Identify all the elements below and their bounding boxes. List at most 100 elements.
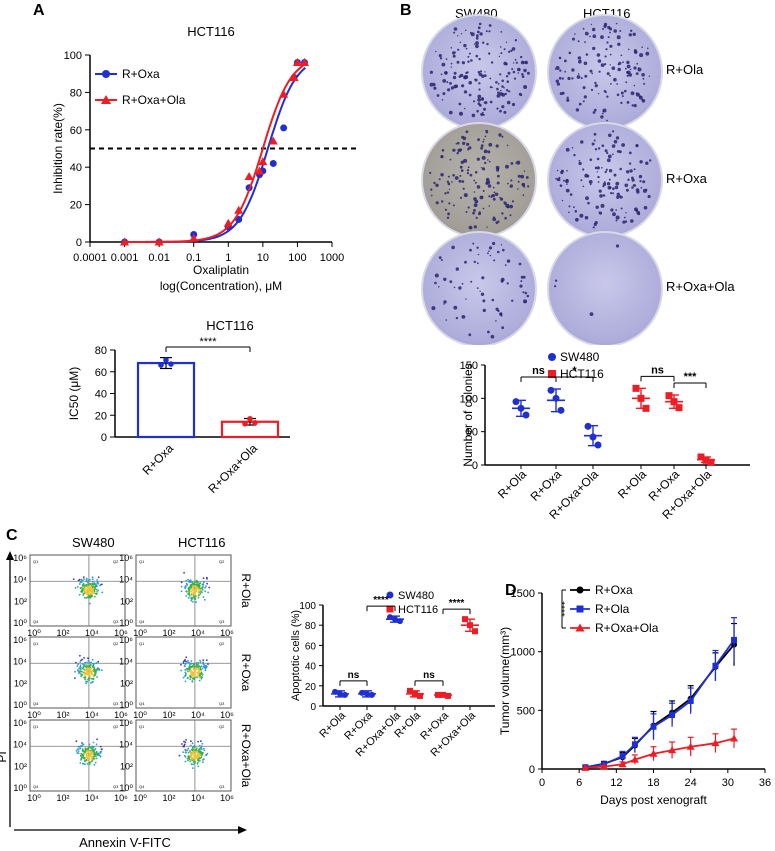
event-dot — [198, 671, 201, 673]
colony-dot — [511, 68, 514, 70]
event-dot — [193, 678, 196, 681]
flow-y-tick-label: 10⁰ — [13, 618, 27, 628]
colony-dot — [607, 185, 612, 190]
event-dot — [202, 759, 204, 761]
colony-dot — [574, 210, 578, 213]
event-dot — [100, 750, 103, 753]
colony-dot — [642, 77, 645, 80]
colony-dot — [576, 75, 581, 79]
event-dot — [197, 765, 200, 768]
colony-dot — [579, 213, 584, 218]
colony-dot — [470, 32, 475, 37]
colony-dot — [492, 216, 495, 219]
event-dot — [96, 579, 99, 581]
event-dot — [80, 581, 83, 583]
event-dot — [86, 750, 89, 753]
colony-dot — [488, 24, 492, 27]
dose-response-chart: HCT116 0 20 40 60 80 100 0.0001 0.001 0.01 0.1 1 10 1… — [51, 24, 358, 293]
data-point — [630, 755, 639, 763]
event-dot — [190, 590, 193, 593]
colony-dot — [501, 212, 504, 215]
event-dot — [204, 586, 207, 589]
event-dot — [86, 584, 88, 586]
colony-dot — [641, 46, 643, 48]
colony-dot — [435, 183, 439, 187]
colony-dot — [584, 41, 586, 43]
colony-dot — [453, 84, 457, 89]
colony-dot — [449, 158, 452, 161]
event-dot — [187, 660, 190, 662]
replicate-point — [702, 456, 710, 464]
event-dot — [185, 579, 187, 582]
colony-dot — [446, 180, 450, 183]
event-dot — [91, 681, 93, 684]
event-dot — [188, 594, 191, 597]
colony-dot — [575, 217, 579, 222]
colony-dot — [592, 46, 596, 51]
flow-y-tick-label: 10⁶ — [119, 718, 133, 728]
colony-dot — [479, 70, 483, 73]
colony-dot — [488, 52, 491, 55]
colony-dot — [574, 33, 576, 35]
event-dot — [194, 751, 197, 754]
replicate-point — [547, 386, 555, 394]
colony-dot — [438, 286, 440, 288]
event-dot — [92, 750, 95, 752]
colony-dot — [605, 48, 608, 51]
colony-dot — [486, 226, 488, 228]
event-dot — [182, 676, 185, 679]
colony-dot — [612, 153, 614, 156]
event-dot — [87, 579, 89, 582]
colony-dot — [648, 75, 650, 77]
colony-dot — [597, 93, 600, 95]
colony-dot — [463, 107, 466, 110]
event-dot — [84, 678, 86, 681]
colony-dot — [590, 88, 594, 91]
colony-dot — [456, 141, 460, 145]
colony-dot — [615, 22, 618, 25]
colony-dot — [582, 27, 585, 30]
colony-dot — [443, 300, 447, 304]
bar-R+Oxa — [136, 361, 196, 439]
flow-plot-frame — [135, 636, 232, 709]
event-dot — [195, 579, 198, 582]
flow-y-tick-label: 10⁰ — [119, 783, 133, 793]
colony-plate-images — [421, 14, 663, 345]
event-dot — [200, 748, 203, 751]
event-dot — [91, 745, 94, 748]
colony-dot — [485, 177, 490, 182]
colony-dot — [622, 220, 626, 224]
flow-plot-frame — [29, 719, 126, 792]
event-dot — [72, 578, 75, 580]
event-dot — [187, 751, 190, 754]
colony-dot — [466, 142, 470, 146]
event-dot — [92, 756, 95, 758]
event-dot — [194, 591, 197, 593]
event-dot — [192, 763, 194, 766]
colony-dot — [489, 77, 492, 80]
colony-dot — [453, 305, 458, 310]
flow-y-tick-label: 10⁴ — [119, 740, 133, 750]
event-dot — [198, 679, 201, 682]
x-tick-label: 100 — [288, 252, 306, 264]
event-dot — [201, 589, 204, 591]
colony-dot — [511, 102, 516, 107]
event-dot — [96, 591, 98, 593]
colony-dot — [566, 183, 568, 185]
x-tick-label: 1000 — [320, 252, 344, 264]
data-point — [258, 157, 268, 166]
event-dot — [88, 667, 91, 670]
flow-x-tick-label: 10² — [162, 710, 175, 720]
colony-dot — [609, 31, 611, 34]
event-dot — [193, 762, 196, 765]
replicate-point — [342, 691, 348, 698]
colony-dot — [620, 91, 624, 95]
colony-dot — [485, 181, 489, 185]
event-dot — [194, 675, 197, 678]
event-dot — [192, 588, 195, 591]
colony-dot — [478, 211, 481, 214]
event-dot — [88, 672, 90, 674]
event-dot — [93, 748, 96, 751]
colony-dot — [475, 216, 478, 219]
colony-dot — [450, 62, 453, 65]
